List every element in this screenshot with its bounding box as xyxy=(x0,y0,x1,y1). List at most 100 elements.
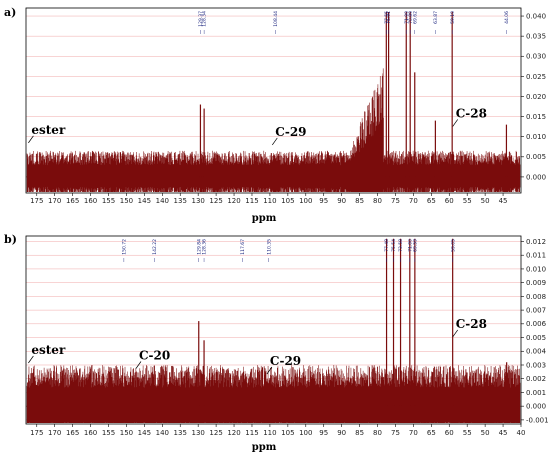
x-tick-label: 135 xyxy=(174,197,187,205)
x-tick-label: 70 xyxy=(409,429,418,437)
panel-b-peak-labels: 150.72 142.22 129.84 128.36 117.67 110.35 77.4… xyxy=(121,239,456,262)
x-tick-label: 170 xyxy=(48,197,61,205)
x-tick-label: 140 xyxy=(156,197,169,205)
x-tick-label: 60 xyxy=(445,197,454,205)
panel-a-spectrum xyxy=(26,12,521,192)
y-tick-label: 0.005 xyxy=(526,334,546,342)
panel-a-letter: a) xyxy=(4,6,16,19)
x-tick-label: 120 xyxy=(227,197,240,205)
peak-label: 77.55 xyxy=(384,11,390,34)
x-tick-label: 130 xyxy=(191,197,204,205)
peak-label-text: 77.48 xyxy=(384,239,390,252)
y-tick-label: 0.012 xyxy=(526,238,546,246)
panel-a-frame xyxy=(25,7,522,194)
x-tick-label: 70 xyxy=(409,197,418,205)
panel-a-gridlines xyxy=(26,15,521,178)
x-tick-label: 50 xyxy=(481,429,490,437)
annotation-text: C-28 xyxy=(456,106,487,120)
x-tick-label: 90 xyxy=(337,429,346,437)
annotation: ester xyxy=(28,343,66,364)
panel-b: b) 175 170 165 160 155 150 145 140 135 130 125 120 1… xyxy=(4,233,549,453)
panel-b-annotations: ester C-20 C-29 C-28 xyxy=(28,317,487,375)
y-tick-label: 0.010 xyxy=(526,133,546,141)
x-tick-label: 125 xyxy=(209,429,222,437)
x-tick-label: 45 xyxy=(499,429,508,437)
x-tick-label: 175 xyxy=(30,197,43,205)
x-tick-label: 110 xyxy=(263,197,276,205)
y-tick-label: 0.002 xyxy=(526,375,546,383)
y-tick-label: 0.025 xyxy=(526,73,546,81)
annotation-leader xyxy=(266,366,273,375)
peak-label-text: 71.99 xyxy=(404,11,410,24)
y-tick-label: 0.009 xyxy=(526,279,546,287)
peak-label: 71.99 xyxy=(404,11,410,34)
x-tick-label: 60 xyxy=(445,429,454,437)
annotation-text: C-29 xyxy=(275,125,306,139)
x-tick-label: 105 xyxy=(281,429,294,437)
spectrum-noise xyxy=(26,68,521,192)
annotation: C-28 xyxy=(452,317,487,338)
panel-b-y-ticks: 0.012 0.011 0.010 0.009 0.008 0.007 0.006 0.005… xyxy=(521,238,549,424)
x-tick-label: 160 xyxy=(84,197,97,205)
x-tick-label: 115 xyxy=(245,429,258,437)
panel-a-xlabel: ppm xyxy=(252,213,277,224)
peak-label-text: 44.06 xyxy=(504,11,510,24)
x-tick-label: 115 xyxy=(245,197,258,205)
peak-label-text: 142.22 xyxy=(152,239,158,255)
peak-label: 150.72 xyxy=(121,239,127,262)
annotation: C-29 xyxy=(266,354,301,375)
peak-label-text: 70.89 xyxy=(408,11,414,24)
x-tick-label: 125 xyxy=(209,197,222,205)
x-tick-label: 165 xyxy=(66,429,79,437)
y-tick-label: 0.010 xyxy=(526,265,546,273)
peak-label: 59.19 xyxy=(450,11,456,34)
annotation-text: ester xyxy=(31,123,66,137)
x-tick-label: 100 xyxy=(299,197,312,205)
x-tick-label: 95 xyxy=(319,197,328,205)
x-tick-label: 55 xyxy=(463,429,472,437)
x-tick-label: 75 xyxy=(391,197,400,205)
x-tick-label: 170 xyxy=(48,429,61,437)
annotation-text: ester xyxy=(31,343,66,357)
x-tick-label: 165 xyxy=(66,197,79,205)
x-tick-label: 75 xyxy=(391,429,400,437)
annotation-leader xyxy=(28,135,34,144)
peak-label: 69.59 xyxy=(412,239,418,262)
y-tick-label: 0.000 xyxy=(526,173,546,181)
panel-a-x-ticks: 175 170 165 160 155 150 145 140 135 130 125 120 115 1… xyxy=(30,193,508,205)
x-tick-label: 90 xyxy=(337,197,346,205)
peak-label-text: 71.00 xyxy=(407,239,413,252)
peak-label: 142.22 xyxy=(152,239,158,262)
spectrum-noise xyxy=(26,365,521,423)
x-tick-label: 120 xyxy=(227,429,240,437)
panel-b-spectrum xyxy=(26,238,521,423)
peak-label: 70.89 xyxy=(408,11,414,34)
y-tick-label: 0.007 xyxy=(526,307,546,315)
y-tick-label: 0.040 xyxy=(526,12,546,20)
x-tick-label: 55 xyxy=(463,197,472,205)
x-tick-label: 100 xyxy=(299,429,312,437)
x-tick-label: 85 xyxy=(355,197,364,205)
peak-label-text: 117.67 xyxy=(240,239,246,255)
peak-label: 129.84 xyxy=(196,239,202,262)
peak-label-text: 129.37 xyxy=(198,11,204,27)
x-tick-label: 155 xyxy=(102,197,115,205)
x-tick-label: 110 xyxy=(263,429,276,437)
x-tick-label: 150 xyxy=(120,197,133,205)
peak-label-text: 150.72 xyxy=(121,239,127,255)
peak-label: 108.44 xyxy=(273,11,279,34)
peak-label: 128.34 xyxy=(202,11,208,34)
panel-b-x-ticks: 175 170 165 160 155 150 145 140 135 130 125 120 115 1… xyxy=(30,424,525,437)
x-tick-label: 160 xyxy=(84,429,97,437)
x-tick-label: 40 xyxy=(517,429,526,437)
panel-a: a) 175 170 165 160 155 150 145 140 135 130 125 120 1… xyxy=(4,6,546,224)
x-tick-label: 65 xyxy=(427,197,436,205)
x-tick-label: 50 xyxy=(481,197,490,205)
x-tick-label: 95 xyxy=(319,429,328,437)
panel-b-letter: b) xyxy=(4,233,17,246)
peak-label: 110.35 xyxy=(266,239,272,262)
x-tick-label: 135 xyxy=(174,429,187,437)
x-tick-label: 80 xyxy=(373,429,382,437)
peak-label: 69.62 xyxy=(412,11,418,34)
